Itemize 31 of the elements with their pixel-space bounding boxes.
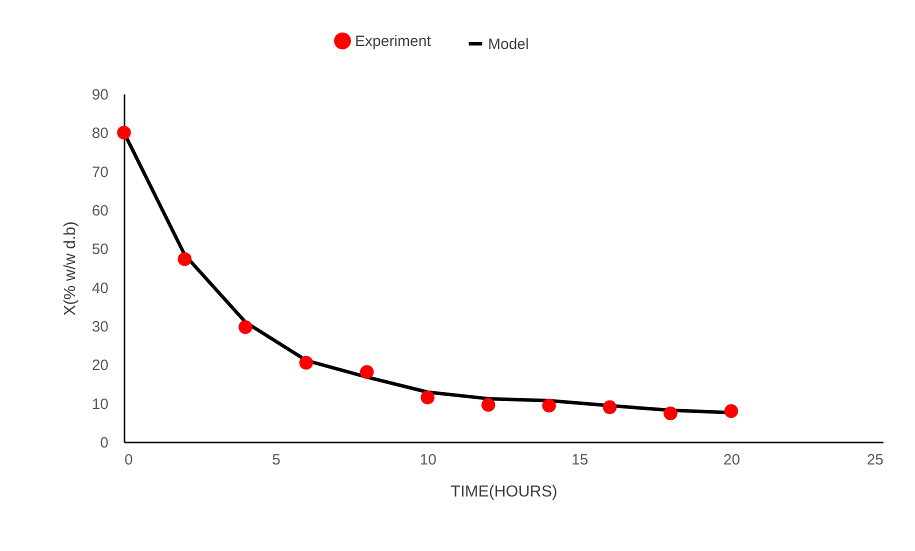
point [299, 356, 314, 370]
x-tick-label: 25 [866, 452, 884, 468]
legend-label: Experiment [355, 32, 432, 50]
x-tick-label: 10 [420, 452, 436, 468]
y-tick-label: 30 [92, 318, 108, 336]
y-tick-label: 80 [92, 125, 108, 142]
y-tick-label: 20 [92, 357, 108, 374]
y-tick-label: 70 [92, 164, 108, 181]
x-tick-label: 15 [572, 452, 588, 468]
x-tick-label: 5 [272, 452, 280, 468]
point [542, 398, 556, 413]
y-tick-label: 50 [92, 241, 108, 258]
point [602, 400, 617, 414]
y-tick-label: 40 [92, 280, 108, 297]
x-axis-title: TIME(HOURS) [450, 484, 558, 500]
y-axis-title: X(% w/w d.b) [62, 221, 79, 316]
point [178, 252, 192, 266]
x-tick-label: 20 [723, 452, 740, 468]
point [117, 126, 131, 140]
x-tick-label: 0 [124, 452, 133, 468]
y-tick-label: 10 [92, 396, 108, 413]
y-tick-label: 0 [100, 434, 108, 452]
point [360, 365, 374, 379]
point [664, 406, 678, 420]
point [420, 390, 434, 404]
legend-label: Model [488, 36, 529, 53]
point [481, 398, 496, 412]
y-tick-label: 60 [92, 202, 108, 220]
point [238, 320, 252, 334]
y-tick-label: 90 [92, 86, 108, 104]
point [724, 404, 738, 418]
